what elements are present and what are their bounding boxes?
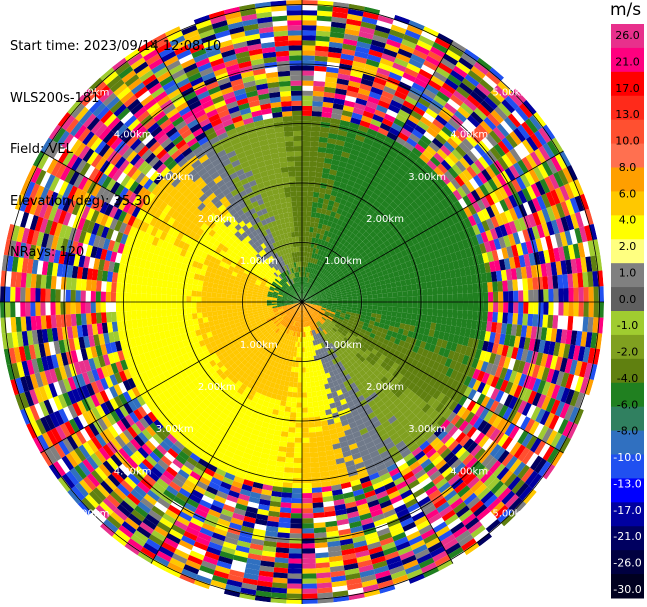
- instrument-label: WLS200s-181: [10, 90, 100, 106]
- azimuth-spoke: [150, 301, 303, 564]
- ring-label: 5.00km: [72, 508, 110, 519]
- colorbar-swatch: [611, 191, 644, 216]
- ring-label: 5.00km: [492, 508, 530, 519]
- colorbar-swatch: [611, 334, 644, 360]
- colorbar-swatch: [611, 358, 644, 384]
- colorbar-tick-label: 10.0: [615, 135, 640, 148]
- azimuth-spoke: [301, 301, 564, 454]
- ring-label: 4.00km: [114, 466, 152, 477]
- colorbar-swatch: [611, 454, 644, 479]
- scan-info: Start time: 2023/09/14 12:08:10 WLS200s-…: [10, 4, 221, 279]
- ring-label: 1.00km: [324, 340, 362, 351]
- colorbar: 26.0 21.0 17.0 13.0 10.0 8.0 6.0 4.0 2.0 1.0 0.0 -1…: [611, 24, 644, 599]
- ring-label: 3.00km: [156, 172, 194, 183]
- colorbar-tick-label: 21.0: [615, 55, 640, 68]
- ring-label: 4.00km: [114, 130, 152, 141]
- nrays-label: NRays: 120: [10, 245, 85, 261]
- colorbar-swatch: [611, 47, 644, 73]
- colorbar-tick-label: -10.0: [613, 451, 641, 464]
- colorbar-tick-label: -30.0: [613, 583, 641, 596]
- colorbar-swatch: [611, 311, 644, 336]
- ring-label: 4.00km: [450, 130, 488, 141]
- colorbar-swatch: [611, 478, 644, 503]
- ring-label: 5.00km: [492, 88, 530, 99]
- azimuth-spoke: [301, 150, 564, 303]
- colorbar-tick-label: -2.0: [617, 346, 638, 359]
- colorbar-swatch: [611, 263, 644, 288]
- ring-label: 2.00km: [366, 382, 404, 393]
- colorbar-tick-label: -1.0: [617, 319, 638, 332]
- colorbar-swatch: [611, 119, 644, 145]
- colorbar-swatch: [611, 382, 644, 408]
- ring-label: 3.00km: [156, 424, 194, 435]
- colorbar-tick-label: -21.0: [613, 530, 641, 543]
- colorbar-tick-label: 1.0: [619, 266, 637, 279]
- range-rings: [0, 0, 604, 604]
- colorbar-swatch: [611, 502, 644, 527]
- colorbar-tick-label: 2.0: [619, 240, 637, 253]
- azimuth-spoke: [301, 301, 454, 564]
- colorbar-swatch: [611, 550, 644, 575]
- ring-label: 4.00km: [450, 466, 488, 477]
- ring-label: 1.00km: [324, 256, 362, 267]
- colorbar-swatch: [611, 71, 644, 97]
- azimuth-spoke: [40, 150, 303, 303]
- colorbar-tick-label: 6.0: [619, 187, 637, 200]
- ring-label: 2.00km: [198, 382, 236, 393]
- colorbar-tick-label: -17.0: [613, 504, 641, 517]
- colorbar-swatch: [611, 287, 644, 312]
- colorbar-tick-label: -13.0: [613, 477, 641, 490]
- colorbar-swatch: [611, 167, 644, 192]
- elevation-label: Elevation(deg): 35.30: [10, 193, 151, 209]
- ring-label: 1.00km: [240, 340, 278, 351]
- ring-label: 2.00km: [198, 214, 236, 225]
- azimuth-spoke: [40, 301, 303, 454]
- colorbar-swatch: [611, 406, 644, 432]
- colorbar-tick-label: -6.0: [617, 398, 638, 411]
- colorbar-unit: m/s: [610, 0, 642, 20]
- colorbar-swatch: [611, 430, 644, 455]
- colorbar-swatch: [611, 526, 644, 551]
- azimuth-spoke: [150, 40, 303, 303]
- start-time-label: Start time: 2023/09/14 12:08:10: [10, 39, 222, 54]
- colorbar-swatch: [611, 574, 644, 599]
- colorbar-tick-label: 0.0: [619, 293, 637, 306]
- ring-label: 2.00km: [366, 214, 404, 225]
- colorbar-tick-label: 8.0: [619, 161, 637, 174]
- colorbar-tick-label: -4.0: [617, 372, 638, 385]
- ring-label: 3.00km: [408, 172, 446, 183]
- colorbar-swatch: [611, 24, 644, 49]
- colorbar-swatch: [611, 239, 644, 264]
- colorbar-tick-label: 13.0: [615, 108, 640, 121]
- colorbar-swatch: [611, 95, 644, 121]
- colorbar-tick-label: 26.0: [615, 29, 640, 42]
- ring-label: 3.00km: [408, 424, 446, 435]
- ring-label: 5.00km: [72, 88, 110, 99]
- colorbar-swatch: [611, 143, 644, 168]
- colorbar-tick-label: 4.0: [619, 214, 637, 227]
- field-label: Field: VEL: [10, 142, 73, 158]
- azimuth-spoke: [301, 40, 454, 303]
- ring-label: 1.00km: [240, 256, 278, 267]
- colorbar-swatch: [611, 215, 644, 240]
- colorbar-tick-label: -26.0: [613, 557, 641, 570]
- colorbar-tick-label: -8.0: [617, 425, 638, 438]
- colorbar-tick-label: 17.0: [615, 82, 640, 95]
- ppi-rays: [0, 0, 604, 604]
